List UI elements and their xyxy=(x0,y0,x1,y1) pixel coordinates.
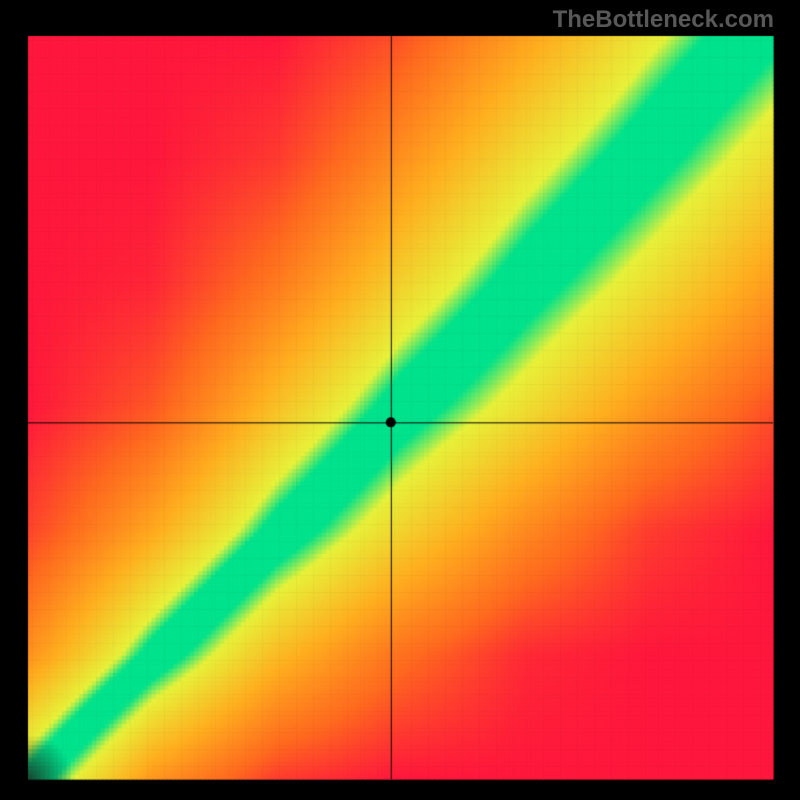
bottleneck-heatmap xyxy=(0,0,800,800)
chart-container: TheBottleneck.com xyxy=(0,0,800,800)
watermark-label: TheBottleneck.com xyxy=(553,6,774,34)
